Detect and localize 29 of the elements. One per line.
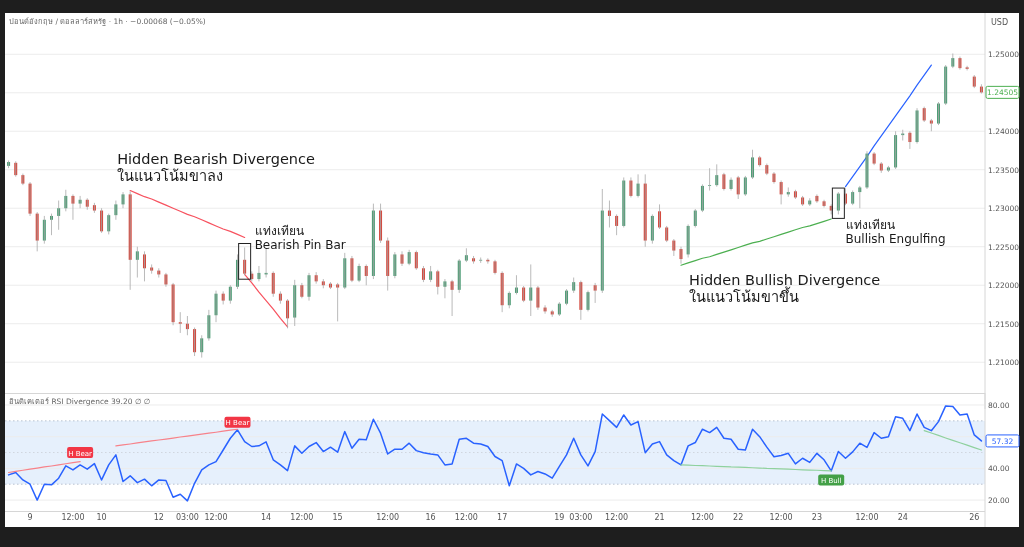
x-tick-label: 03:00	[175, 513, 199, 522]
annotation: แท่งเทียน Bearish Pin Bar	[254, 224, 346, 253]
x-tick-label: 12:00	[605, 513, 629, 522]
x-tick-label: 12	[153, 513, 164, 522]
x-tick-label: 12:00	[61, 513, 85, 522]
x-tick-label: 14	[261, 513, 272, 522]
annotation: แท่งเทียน Bullish Engulfing	[845, 217, 946, 246]
annotation: Hidden Bearish Divergence ในแนวโน้มขาลง	[117, 150, 316, 184]
x-tick-label: 19	[554, 513, 565, 522]
x-tick-label: 12:00	[290, 513, 314, 522]
x-tick-label: 15	[332, 513, 343, 522]
x-tick-label: 24	[897, 513, 908, 522]
x-tick-label: 26	[969, 513, 980, 522]
x-tick-label: 12:00	[769, 513, 793, 522]
x-tick-label: 16	[425, 513, 436, 522]
x-tick-label: 12:00	[204, 513, 228, 522]
x-tick-label: 12:00	[454, 513, 478, 522]
y-axis-title: USD	[991, 18, 1009, 27]
x-tick-label: 22	[733, 513, 744, 522]
x-tick-label: 23	[811, 513, 822, 522]
x-tick-label: 17	[497, 513, 508, 522]
x-tick-label: 12:00	[855, 513, 879, 522]
x-tick-label: 12:00	[690, 513, 714, 522]
x-tick-label: 12:00	[376, 513, 400, 522]
annotation: Hidden Bullish Divergence ในแนวโน้มขาขึ้น	[688, 272, 881, 306]
x-tick-label: 03:00	[569, 513, 593, 522]
x-tick-label: 21	[654, 513, 665, 522]
x-tick-label: 10	[96, 513, 107, 522]
x-tick-label: 9	[27, 513, 33, 522]
